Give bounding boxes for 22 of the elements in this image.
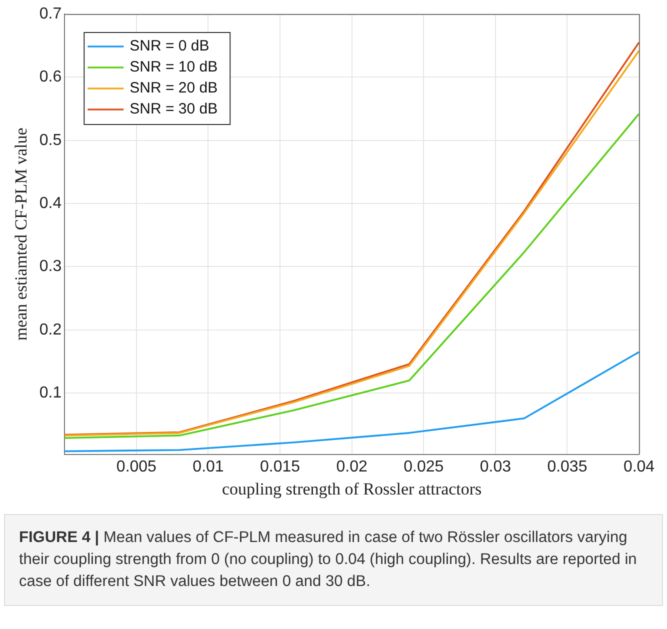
x-tick-label: 0.01 [192,458,224,476]
x-tick-label: 0.015 [260,458,300,476]
legend-label: SNR = 0 dB [130,38,210,55]
x-tick-label: 0.03 [480,458,512,476]
y-axis-title: mean estiamted CF-PLM value [12,128,31,341]
y-tick-label: 0.2 [39,321,62,338]
legend-label: SNR = 10 dB [130,58,218,76]
x-tick-label: 0.04 [623,458,655,476]
x-tick-label: 0.02 [336,458,368,476]
x-tick-label: 0.035 [547,458,588,476]
x-tick-label: 0.005 [116,458,157,476]
legend-label: SNR = 30 dB [130,100,218,118]
y-tick-label: 0.4 [39,194,62,212]
y-tick-label: 0.5 [39,132,62,149]
y-tick-label: 0.6 [39,68,62,86]
legend-label: SNR = 20 dB [130,80,218,97]
y-tick-label: 0.3 [39,258,62,276]
caption: FIGURE 4 | Mean values of CF-PLM measured in case of two Rössler oscillators varying their coupling strength from 0 (no coupling) to 0.04 (high coupling). Results are reported in case of different SNR values between 0 and 30 dB. [19,528,638,592]
x-tick-label: 0.025 [404,458,444,476]
y-tick-label: 0.1 [39,384,62,402]
x-axis-title: coupling strength of Rossler attractors [222,479,482,498]
y-tick-label: 0.7 [39,5,62,22]
